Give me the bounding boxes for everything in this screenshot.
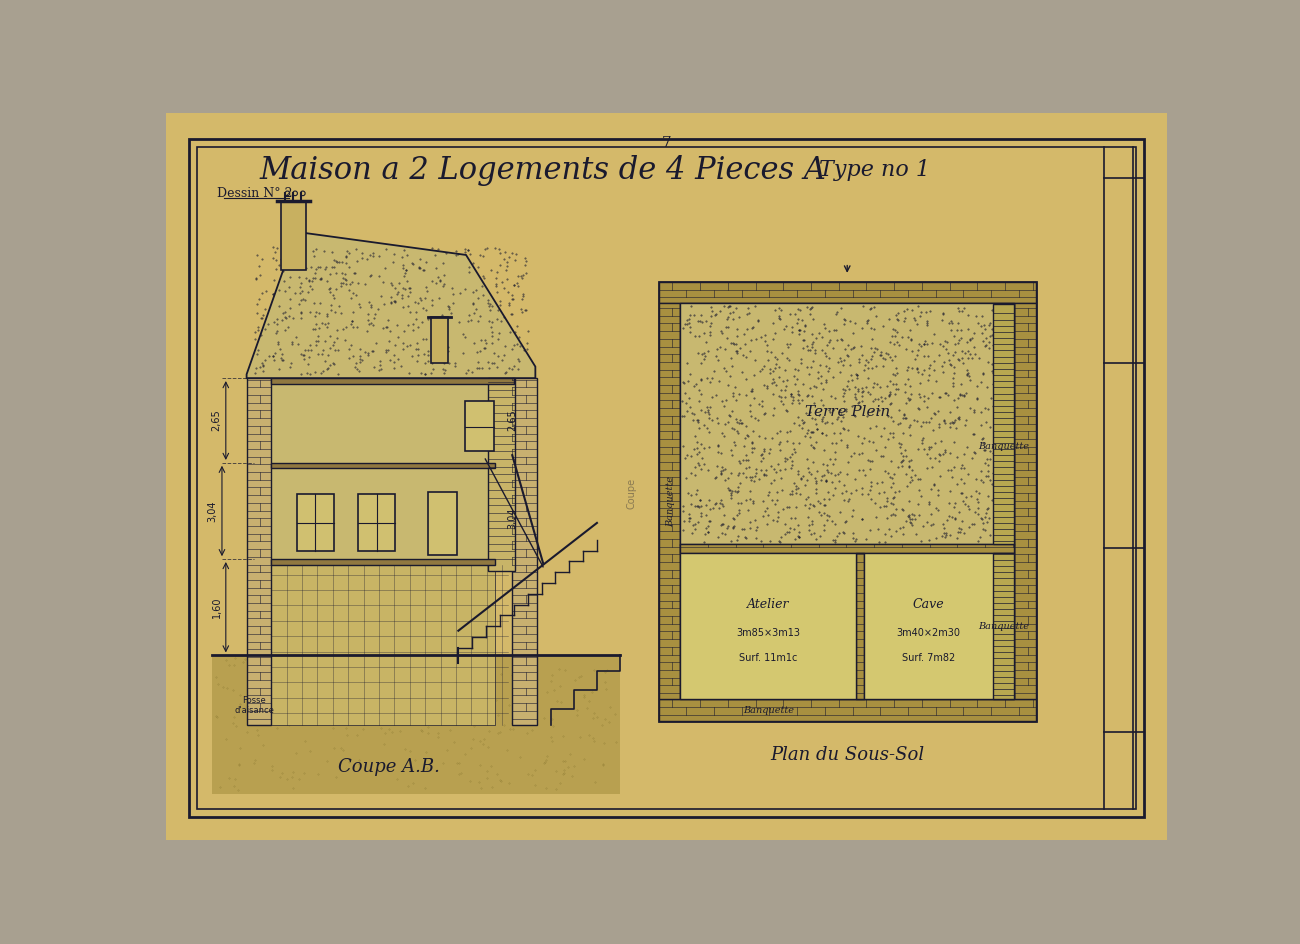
Bar: [272, 384, 494, 463]
Text: Maison a 2 Logements de 4 Pieces A: Maison a 2 Logements de 4 Pieces A: [260, 155, 827, 186]
Text: 3m85×3m13: 3m85×3m13: [736, 629, 801, 638]
Text: 7: 7: [662, 136, 671, 150]
Text: Fosse
d'aisance: Fosse d'aisance: [234, 696, 274, 716]
Text: Surf. 11m1c: Surf. 11m1c: [740, 653, 797, 664]
Text: Banquette: Banquette: [978, 443, 1030, 451]
Bar: [428, 492, 456, 555]
Bar: [857, 553, 864, 700]
Bar: [680, 544, 1014, 553]
Text: 2,65: 2,65: [212, 410, 221, 431]
Text: 3m40×2m30: 3m40×2m30: [897, 629, 961, 638]
Bar: [512, 379, 537, 725]
Bar: [993, 304, 1014, 544]
Bar: [296, 494, 334, 551]
Bar: [432, 316, 448, 362]
Text: Surf. 7m82: Surf. 7m82: [902, 653, 956, 664]
Text: Coupe A.B.: Coupe A.B.: [338, 758, 439, 776]
Bar: [659, 700, 1036, 721]
Text: Terre Plein: Terre Plein: [805, 405, 889, 419]
Bar: [272, 463, 494, 468]
Bar: [247, 379, 272, 725]
Bar: [212, 655, 620, 794]
Bar: [659, 282, 1036, 721]
Text: Dessin N° 2: Dessin N° 2: [217, 187, 292, 200]
Bar: [464, 401, 494, 451]
Text: Cave: Cave: [913, 598, 944, 611]
Bar: [857, 553, 864, 700]
Bar: [281, 201, 306, 270]
Text: 2,65: 2,65: [507, 410, 517, 431]
Text: Atelier: Atelier: [747, 598, 789, 611]
Text: Banquette: Banquette: [742, 705, 794, 715]
Bar: [1014, 303, 1036, 700]
Text: 3,04: 3,04: [507, 508, 517, 530]
Text: Plan du Sous-Sol: Plan du Sous-Sol: [770, 747, 924, 765]
Text: Coupe: Coupe: [627, 478, 637, 509]
Text: Banquette: Banquette: [667, 476, 676, 527]
Bar: [680, 544, 1014, 553]
Text: 1,60: 1,60: [212, 597, 221, 618]
Text: Type no 1: Type no 1: [819, 160, 930, 181]
Bar: [659, 282, 1036, 303]
Bar: [272, 559, 494, 565]
Bar: [272, 379, 514, 384]
Text: 3,04: 3,04: [207, 500, 217, 522]
Text: Banquette: Banquette: [978, 621, 1030, 631]
Bar: [659, 303, 680, 700]
Bar: [272, 468, 494, 559]
Bar: [680, 303, 1014, 700]
Bar: [272, 565, 494, 725]
Bar: [680, 303, 1014, 546]
Bar: [680, 553, 857, 700]
Bar: [864, 553, 1014, 700]
Polygon shape: [247, 232, 536, 379]
Bar: [993, 553, 1014, 700]
Bar: [359, 494, 395, 551]
Bar: [488, 379, 515, 571]
